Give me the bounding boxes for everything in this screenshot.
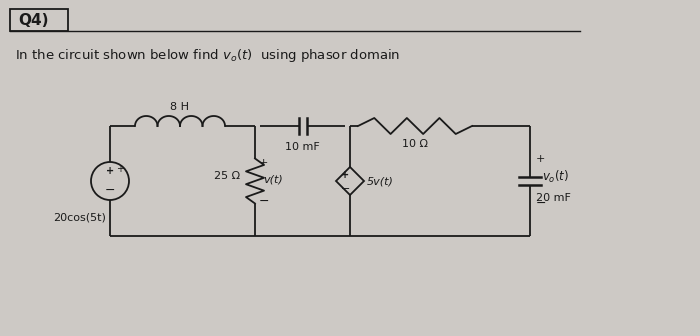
Text: −: −: [536, 197, 547, 210]
Text: 25 Ω: 25 Ω: [214, 171, 240, 181]
Text: 5v(t): 5v(t): [367, 176, 394, 186]
Text: +: +: [536, 154, 545, 164]
Text: +: +: [106, 167, 114, 176]
Text: −: −: [259, 195, 270, 208]
Text: In the circuit shown below find $v_o(t)$  using phasor domain: In the circuit shown below find $v_o(t)$…: [15, 47, 400, 65]
Text: 10 mF: 10 mF: [285, 142, 320, 152]
Text: +: +: [116, 164, 124, 174]
Text: 8 H: 8 H: [171, 102, 190, 112]
Bar: [10, 9, 68, 31]
Text: Q4): Q4): [18, 12, 48, 28]
Text: 10 Ω: 10 Ω: [402, 139, 428, 149]
Text: −: −: [105, 184, 116, 197]
Text: 20cos(5t): 20cos(5t): [54, 213, 106, 223]
Text: +: +: [259, 158, 268, 168]
Text: −: −: [340, 184, 350, 194]
Text: +: +: [341, 170, 349, 180]
Text: $v_o(t)$: $v_o(t)$: [542, 169, 569, 185]
Text: v(t): v(t): [263, 174, 283, 184]
Text: 20 mF: 20 mF: [536, 193, 571, 203]
